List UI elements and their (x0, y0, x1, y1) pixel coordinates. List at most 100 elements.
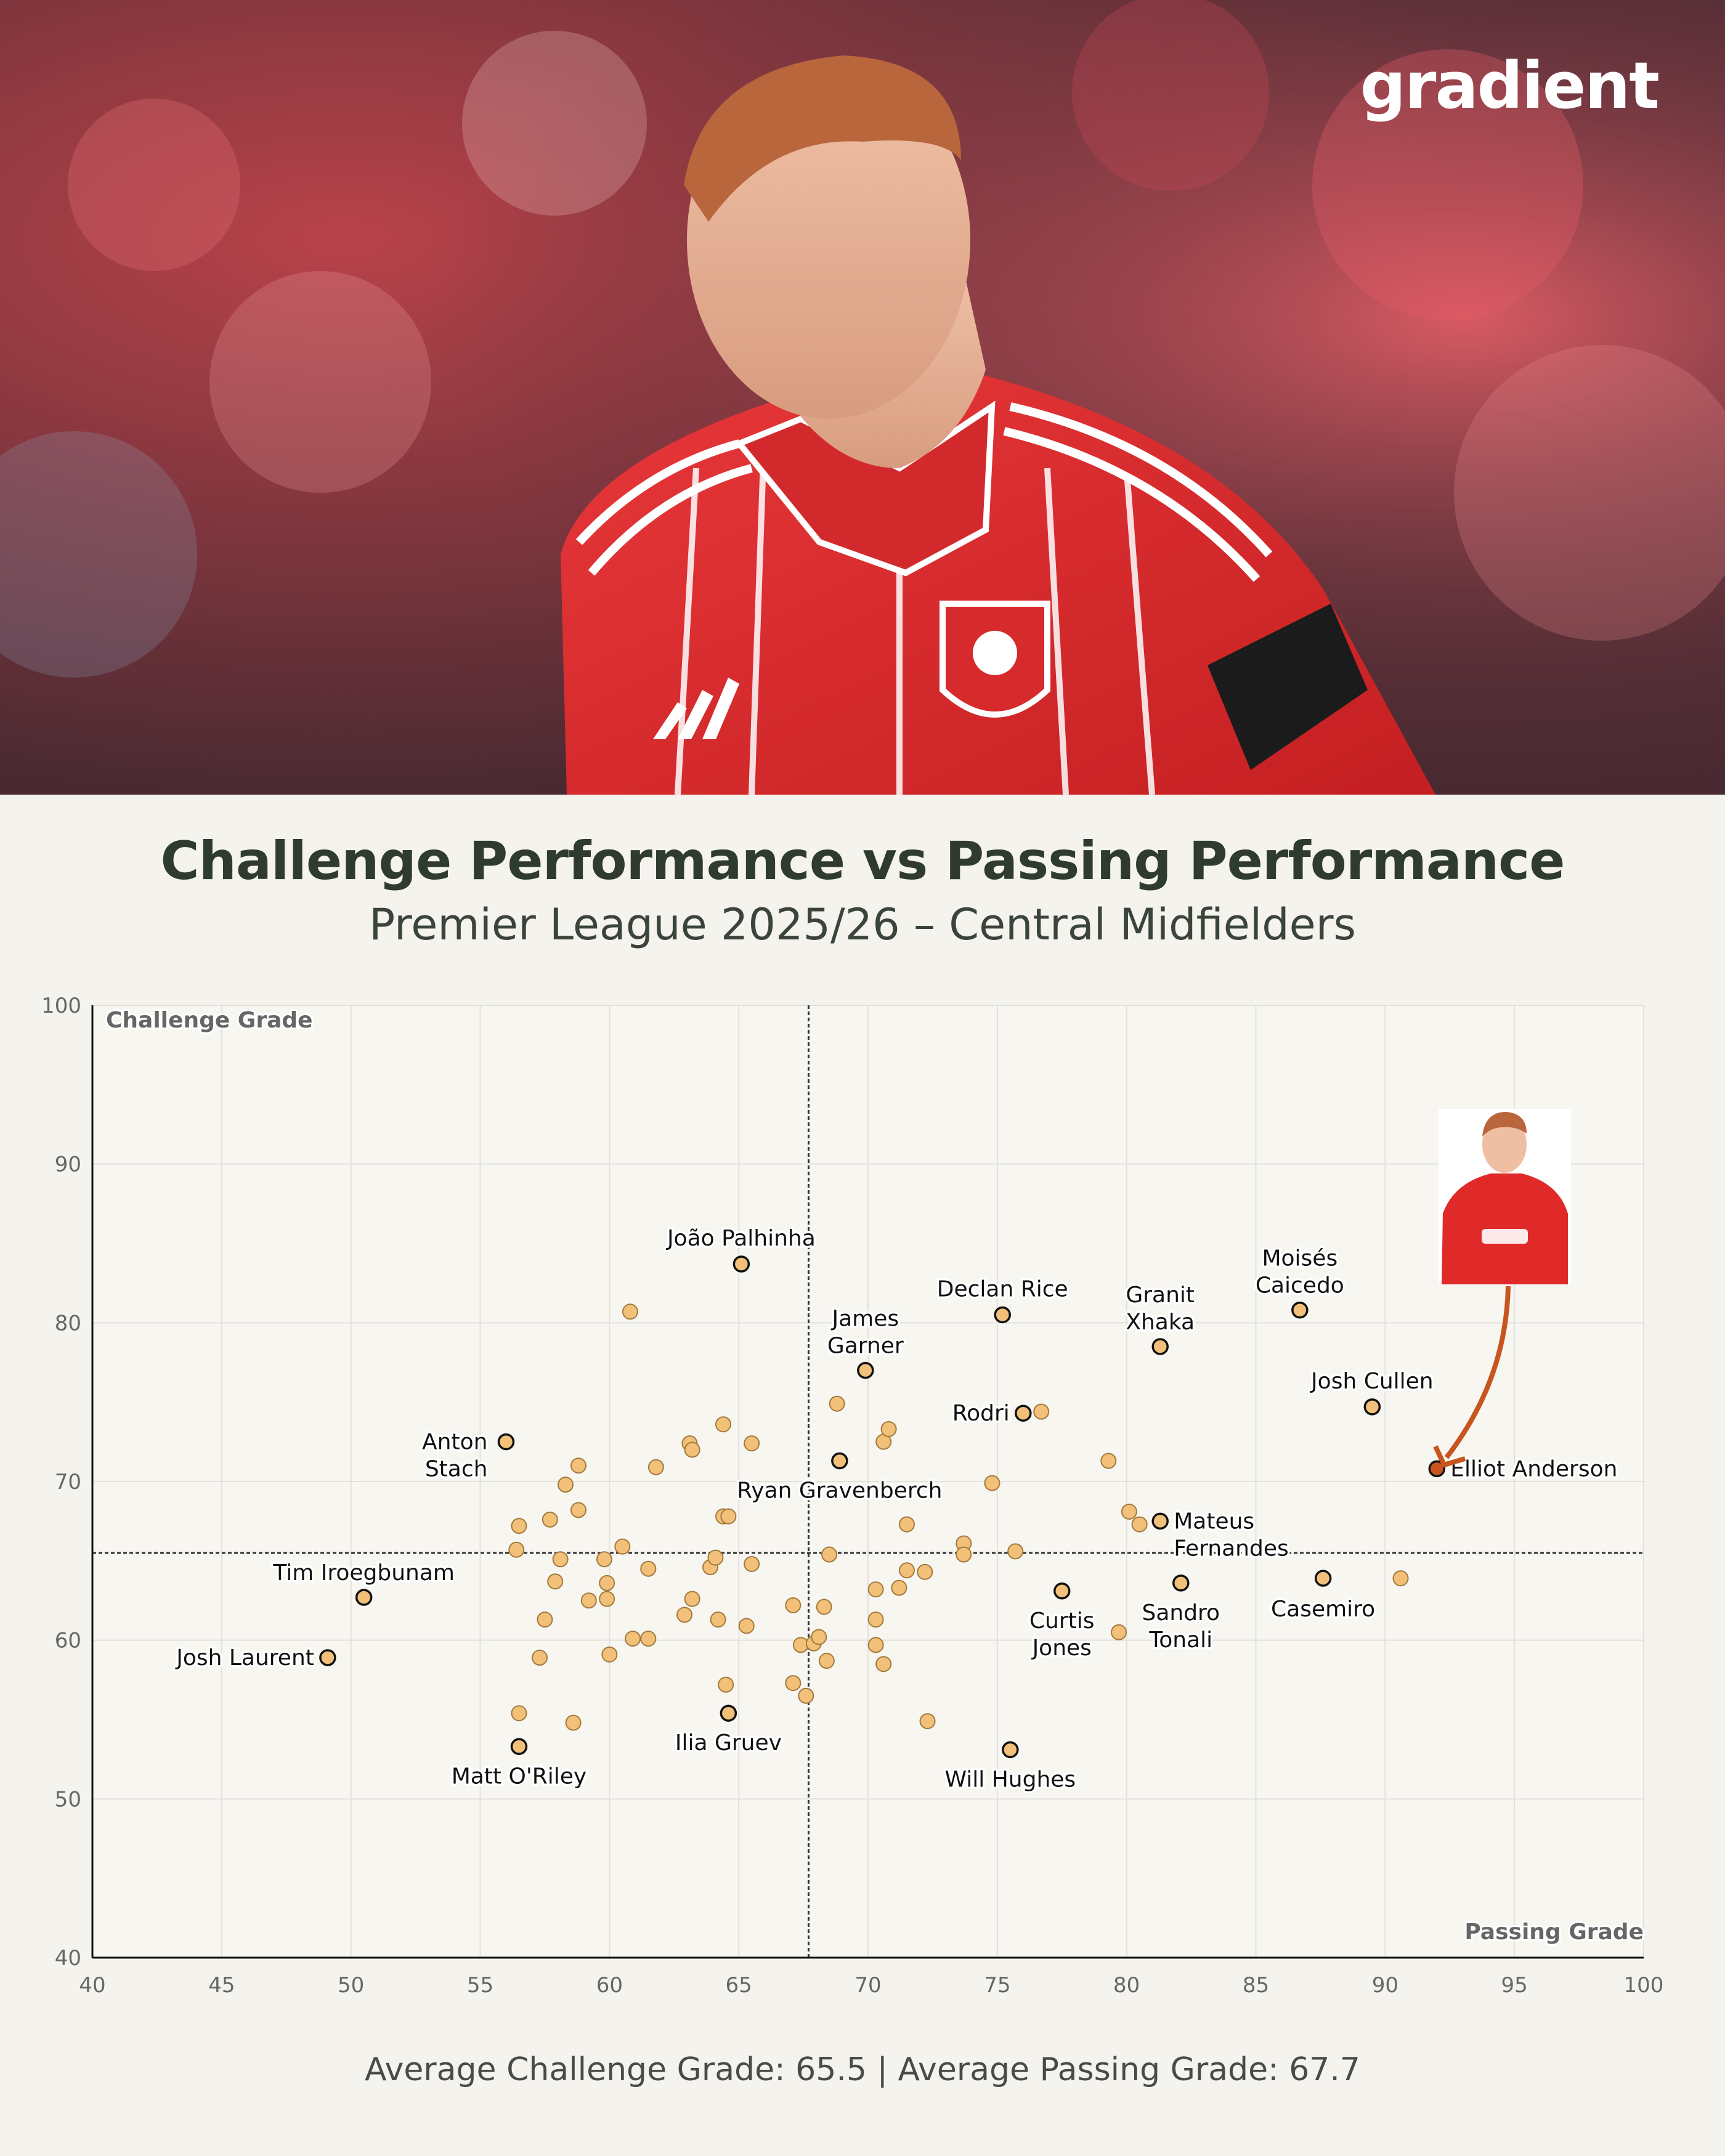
data-point (508, 1541, 525, 1558)
data-point (542, 1511, 558, 1528)
data-point (565, 1714, 582, 1731)
point-label: Josh Laurent (175, 1645, 314, 1671)
data-point (867, 1581, 884, 1598)
labeled-point (994, 1306, 1011, 1324)
labeled-point (1151, 1338, 1169, 1355)
labeled-point (355, 1589, 373, 1606)
labeled-point (497, 1433, 515, 1451)
data-point (570, 1457, 586, 1474)
point-label: Moisés Caicedo (1256, 1246, 1344, 1299)
x-tick-label: 90 (1372, 1973, 1398, 1998)
labeled-point (1053, 1583, 1071, 1600)
point-label: Granit Xhaka (1126, 1283, 1195, 1335)
data-point (898, 1516, 915, 1533)
arrow-head (1433, 1445, 1466, 1467)
highlight-arrow (1444, 1286, 1511, 1459)
data-point (744, 1555, 760, 1572)
data-point (1131, 1516, 1148, 1533)
data-point (1121, 1503, 1137, 1520)
point-label: Ilia Gruev (675, 1730, 782, 1756)
data-point (720, 1508, 737, 1525)
y-tick-label: 80 (55, 1311, 81, 1335)
data-point (738, 1618, 755, 1634)
data-point (818, 1653, 835, 1669)
data-point (1392, 1570, 1409, 1587)
y-tick-label: 50 (55, 1787, 81, 1812)
labeled-point (1151, 1512, 1169, 1530)
point-label: Matt O'Riley (452, 1764, 587, 1789)
chart-title: Challenge Performance vs Passing Perform… (160, 830, 1565, 892)
labeled-point (510, 1738, 528, 1756)
labeled-point (1002, 1741, 1019, 1759)
data-point (640, 1560, 657, 1577)
data-point (676, 1607, 693, 1623)
point-label: Sandro Tonali (1142, 1600, 1220, 1653)
data-point (1033, 1403, 1050, 1420)
point-label: Declan Rice (937, 1276, 1068, 1302)
data-point (917, 1563, 933, 1580)
data-point (867, 1637, 884, 1653)
x-tick-label: 70 (854, 1973, 881, 1998)
data-point (599, 1574, 615, 1591)
data-point (715, 1416, 731, 1433)
data-point (710, 1611, 726, 1628)
labeled-point (733, 1255, 750, 1273)
y-tick-label: 70 (55, 1470, 81, 1494)
data-point (821, 1546, 838, 1563)
data-point (511, 1705, 527, 1722)
average-lines (92, 1005, 1644, 1958)
x-axis-label: Passing Grade (1464, 1919, 1644, 1945)
point-label: Curtis Jones (1029, 1608, 1095, 1661)
data-point (956, 1546, 972, 1563)
data-point (647, 1459, 664, 1475)
point-label: Casemiro (1271, 1597, 1375, 1622)
point-label: Anton Stach (422, 1430, 487, 1482)
x-tick-label: 65 (726, 1973, 752, 1998)
x-tick-label: 100 (1624, 1973, 1664, 1998)
x-tick-label: 80 (1113, 1973, 1140, 1998)
labeled-point (831, 1452, 848, 1470)
point-label: Mateus Fernandes (1174, 1509, 1289, 1561)
data-point (580, 1592, 597, 1609)
data-point (984, 1475, 1000, 1491)
labeled-point (857, 1361, 874, 1379)
player-photo (0, 0, 1725, 795)
averages-footer: Average Challenge Grade: 65.5 | Average … (365, 2051, 1360, 2088)
data-point (557, 1477, 574, 1493)
point-label: Ryan Gravenberch (737, 1478, 942, 1504)
point-labels: João Palhinha James Garner Declan Rice Grani… (173, 1223, 1620, 1794)
data-point (601, 1646, 618, 1663)
data-point (707, 1549, 724, 1566)
point-label: Tim Iroegbunam (272, 1560, 455, 1586)
data-point (622, 1303, 638, 1320)
y-tick-label: 100 (41, 994, 81, 1018)
data-point (547, 1573, 564, 1590)
data-point (880, 1420, 897, 1437)
gradient-logo: gradient (1360, 48, 1660, 123)
y-axis-label: Challenge Grade (106, 1008, 313, 1033)
hero-photo: gradient (0, 0, 1725, 795)
data-point (640, 1631, 657, 1647)
labeled-point (1172, 1574, 1190, 1592)
data-point (875, 1656, 892, 1672)
labeled-point (1015, 1404, 1032, 1422)
data-point (785, 1675, 802, 1692)
data-point (898, 1562, 915, 1579)
labeled-point (1363, 1398, 1381, 1416)
labeled-point (1291, 1301, 1309, 1319)
data-points (319, 1255, 1446, 1759)
data-point (798, 1687, 814, 1704)
data-point (1007, 1543, 1024, 1560)
data-point (718, 1676, 734, 1693)
x-tick-label: 85 (1243, 1973, 1269, 1998)
data-point (596, 1551, 612, 1568)
data-point (684, 1441, 700, 1458)
data-point (919, 1713, 936, 1730)
x-tick-label: 75 (984, 1973, 1010, 1998)
labeled-point (319, 1649, 336, 1666)
data-point (552, 1551, 569, 1568)
data-point (532, 1650, 548, 1666)
data-point (625, 1631, 641, 1647)
data-point (1100, 1453, 1117, 1469)
